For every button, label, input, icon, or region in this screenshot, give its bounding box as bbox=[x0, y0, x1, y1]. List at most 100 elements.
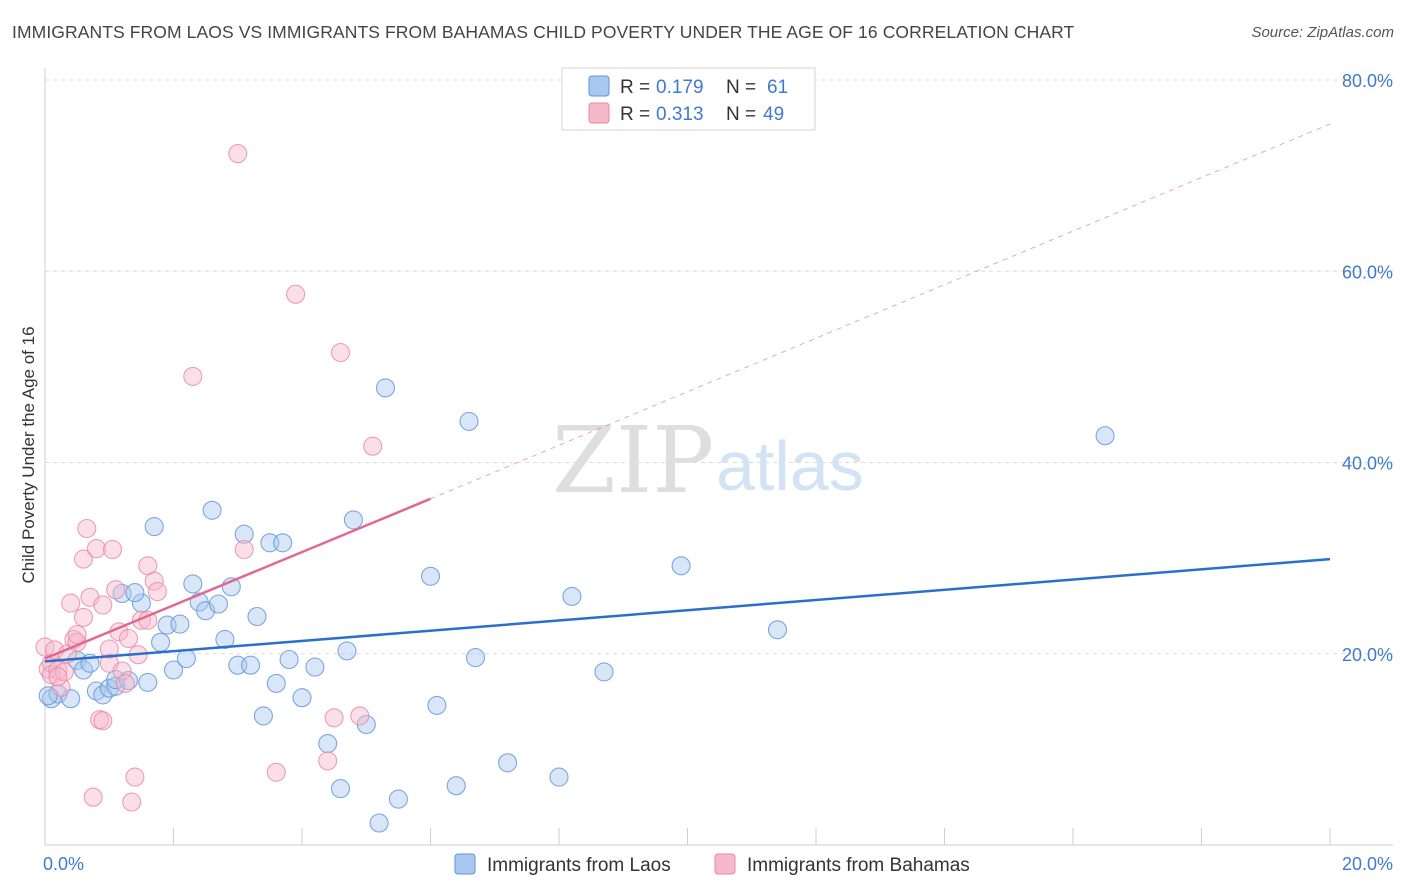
y-axis-label: Child Poverty Under the Age of 16 bbox=[19, 326, 38, 583]
trend-line-bahamas-extension bbox=[430, 123, 1331, 500]
data-point bbox=[86, 539, 106, 559]
data-point bbox=[67, 625, 87, 645]
series-bahamas-points bbox=[35, 144, 383, 812]
series-laos-points bbox=[38, 378, 1115, 833]
data-point bbox=[118, 670, 139, 691]
bottom-legend-swatch-bahamas bbox=[714, 853, 736, 875]
data-point bbox=[427, 695, 447, 715]
data-point bbox=[151, 632, 171, 652]
data-point bbox=[77, 518, 97, 539]
data-point bbox=[99, 639, 119, 659]
legend-n-label-laos: N = bbox=[726, 77, 756, 98]
data-point bbox=[305, 657, 325, 677]
legend-n-value-bahamas: 49 bbox=[763, 104, 784, 125]
trend-lines bbox=[44, 123, 1331, 663]
data-point bbox=[83, 787, 103, 807]
trend-line-bahamas bbox=[44, 497, 431, 660]
data-point bbox=[549, 767, 569, 787]
data-point bbox=[671, 556, 691, 576]
legend-n-value-laos: 61 bbox=[767, 77, 788, 98]
data-point bbox=[202, 500, 222, 520]
legend-r-value-laos: 0.179 bbox=[656, 77, 704, 98]
data-point bbox=[286, 284, 306, 304]
source-credit: Source: ZipAtlas.com bbox=[1251, 24, 1394, 41]
data-point bbox=[48, 667, 68, 687]
data-point bbox=[465, 648, 486, 668]
bottom-legend-swatch-laos bbox=[454, 853, 476, 875]
data-point bbox=[228, 144, 248, 164]
data-point bbox=[247, 606, 267, 627]
data-point bbox=[498, 753, 518, 773]
data-point bbox=[131, 593, 151, 613]
data-point bbox=[330, 342, 351, 363]
data-point bbox=[446, 776, 466, 796]
legend-r-label-bahamas: R = bbox=[620, 104, 650, 125]
data-point bbox=[292, 688, 312, 708]
data-point bbox=[125, 767, 145, 787]
data-point bbox=[562, 586, 582, 606]
bottom-legend-label-laos: Immigrants from Laos bbox=[487, 855, 671, 876]
bottom-legend-label-bahamas: Immigrants from Bahamas bbox=[747, 855, 970, 876]
data-point bbox=[112, 661, 132, 681]
legend-n-label-bahamas: N = bbox=[726, 104, 756, 125]
legend-swatch-bahamas bbox=[588, 102, 610, 124]
data-point bbox=[279, 649, 299, 670]
data-point bbox=[163, 660, 184, 680]
chart-title: IMMIGRANTS FROM LAOS VS IMMIGRANTS FROM … bbox=[12, 22, 1075, 42]
y-tick-label-3: 80.0% bbox=[1342, 71, 1393, 91]
data-point bbox=[147, 582, 167, 602]
data-point bbox=[767, 620, 788, 640]
trend-line-laos bbox=[44, 557, 1331, 663]
data-point bbox=[215, 629, 235, 649]
data-point bbox=[102, 539, 123, 560]
data-point bbox=[330, 779, 351, 799]
data-point bbox=[350, 706, 370, 726]
legend-r-label-laos: R = bbox=[620, 77, 650, 98]
data-point bbox=[170, 614, 190, 634]
data-point bbox=[234, 524, 254, 544]
data-point bbox=[125, 583, 145, 603]
data-point bbox=[93, 595, 113, 615]
data-points bbox=[35, 144, 1115, 833]
data-point bbox=[273, 533, 293, 553]
gridlines bbox=[45, 79, 1393, 655]
data-point bbox=[388, 789, 408, 809]
series-legend: Immigrants from Laos Immigrants from Bah… bbox=[454, 853, 970, 876]
x-tick-label-1: 20.0% bbox=[1342, 854, 1393, 874]
y-tick-label-0: 20.0% bbox=[1342, 645, 1393, 665]
data-point bbox=[144, 517, 164, 537]
data-point bbox=[266, 762, 286, 782]
data-point bbox=[73, 549, 94, 569]
data-point bbox=[343, 510, 363, 530]
data-point bbox=[138, 672, 158, 692]
data-point bbox=[118, 628, 139, 649]
data-point bbox=[144, 571, 164, 591]
data-point bbox=[234, 539, 254, 560]
data-point bbox=[375, 378, 396, 398]
data-point bbox=[176, 648, 196, 669]
legend-r-value-bahamas: 0.313 bbox=[656, 104, 704, 125]
data-point bbox=[93, 711, 113, 731]
data-point bbox=[115, 673, 135, 693]
data-point bbox=[1095, 426, 1115, 446]
x-tick-labels: 0.0% 20.0% bbox=[43, 854, 1393, 874]
data-point bbox=[324, 708, 344, 728]
axes bbox=[44, 68, 1393, 846]
correlation-legend: R = 0.179 N = 61 R = 0.313 N = 49 bbox=[561, 67, 816, 131]
data-point bbox=[266, 673, 286, 693]
watermark-zip: ZIP bbox=[552, 407, 714, 514]
data-point bbox=[369, 813, 389, 833]
data-point bbox=[208, 594, 229, 614]
data-point bbox=[594, 662, 614, 682]
x-tick-label-0: 0.0% bbox=[43, 854, 84, 874]
data-point bbox=[337, 641, 357, 661]
data-point bbox=[61, 593, 81, 613]
data-point bbox=[318, 751, 338, 771]
watermark-atlas: atlas bbox=[716, 427, 864, 505]
data-point bbox=[459, 411, 479, 431]
data-point bbox=[183, 366, 203, 386]
watermark: ZIP atlas bbox=[552, 407, 864, 514]
data-point bbox=[253, 706, 273, 726]
data-point bbox=[51, 677, 71, 697]
